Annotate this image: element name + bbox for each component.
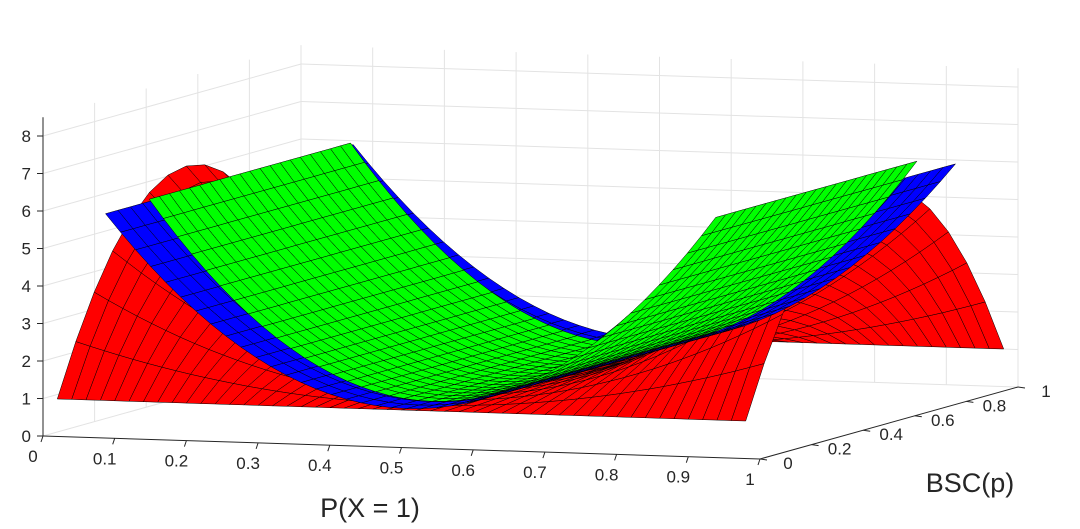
x-tick-mark (255, 442, 259, 450)
green-surface-patch (700, 214, 727, 237)
z-tick-label: 1 (22, 390, 31, 409)
x-tick-mark (112, 438, 116, 445)
x-tick-label: 0.7 (523, 463, 547, 482)
x-tick-label: 0.3 (236, 454, 260, 473)
y-tick-mark (759, 458, 768, 461)
z-tick-label: 5 (22, 240, 31, 259)
y-tick-label: 0.8 (983, 396, 1007, 415)
x-tick-label: 0.2 (165, 452, 189, 471)
grid-line (300, 63, 1019, 88)
x-tick-mark (685, 456, 689, 463)
y-tick-label: 1 (1041, 382, 1050, 401)
y-tick-label: 0 (783, 454, 792, 473)
y-tick-label: 0.2 (828, 440, 852, 459)
x-tick-label: 0 (28, 447, 37, 466)
z-tick-label: 0 (22, 427, 31, 446)
z-tick-label: 7 (22, 165, 31, 184)
z-tick-label: 8 (22, 127, 31, 146)
x-tick-mark (40, 435, 44, 443)
x-axis-label: P(X = 1) (320, 493, 420, 523)
x-tick-label: 0.8 (595, 465, 619, 484)
x-tick-mark (327, 445, 331, 452)
y-tick-mark (914, 415, 922, 418)
x-tick-label: 1 (745, 470, 754, 489)
x-tick-mark (183, 440, 187, 447)
x-tick-mark (614, 454, 618, 461)
x-tick-mark (399, 447, 402, 454)
y-tick-label: 0.4 (879, 425, 903, 444)
z-tick-label: 2 (22, 352, 31, 371)
x-tick-label: 0.9 (666, 468, 690, 487)
surface-layer (56, 142, 1005, 422)
x-tick-mark (542, 451, 546, 459)
grid-line (42, 63, 302, 137)
z-tick-label: 6 (22, 202, 31, 221)
grid-line (300, 138, 1019, 163)
x-tick-label: 0.5 (380, 459, 404, 478)
y-tick-label: 0.6 (931, 411, 955, 430)
axes-layer: 0 0.1 0.2 0.3 0.4 0.5 0.6 0.7 0.8 0.9 1 0 0.2 0.4 0.6 0… (22, 117, 1051, 489)
x-tick-mark (757, 458, 761, 466)
grid-line (42, 101, 302, 174)
y-tick-mark (966, 400, 974, 403)
y-axis-label: BSC(p) (926, 468, 1015, 498)
z-tick-label: 3 (22, 315, 31, 334)
y-axis-line (759, 386, 1019, 460)
x-tick-label: 0.4 (308, 456, 332, 475)
x-tick-label: 0.6 (451, 461, 475, 480)
z-tick-label: 4 (22, 277, 31, 296)
red-surface-patch (730, 363, 765, 422)
y-tick-mark (1017, 386, 1026, 389)
y-tick-mark (863, 429, 871, 432)
grid-line (300, 101, 1019, 125)
x-tick-label: 0.1 (93, 449, 117, 468)
y-tick-mark (811, 444, 819, 447)
x-tick-mark (470, 449, 474, 456)
